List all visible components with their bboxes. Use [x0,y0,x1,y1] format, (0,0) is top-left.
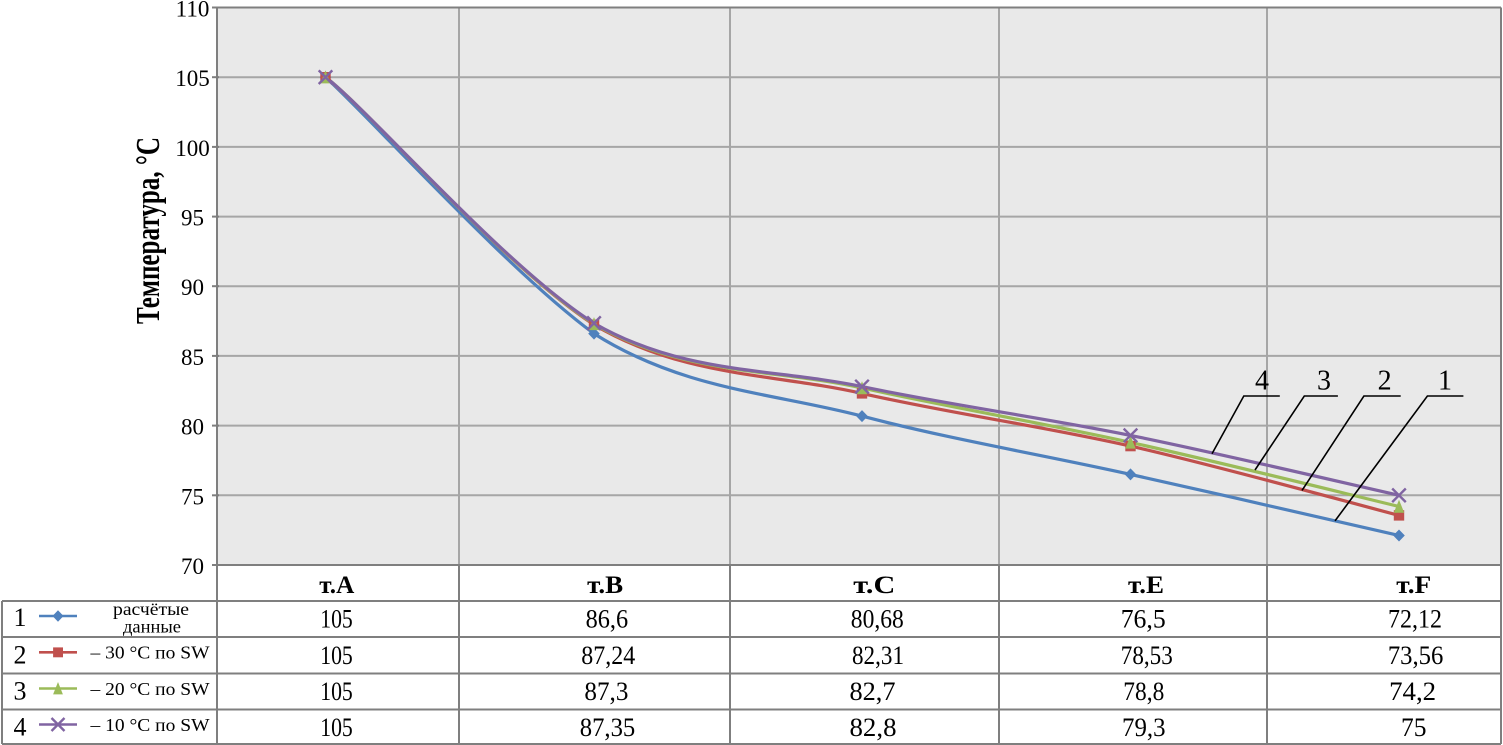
svg-text:82,8: 82,8 [850,713,897,742]
svg-text:85: 85 [181,345,204,370]
svg-text:данные: данные [123,616,181,636]
svg-text:79,3: 79,3 [1122,713,1166,742]
svg-text:– 20 °C по SW: – 20 °C по SW [89,679,209,699]
svg-text:75: 75 [1401,713,1427,742]
svg-text:1: 1 [1438,366,1452,397]
svg-text:78,8: 78,8 [1123,677,1164,706]
svg-text:74,2: 74,2 [1389,677,1436,706]
svg-text:82,31: 82,31 [852,641,904,670]
svg-text:87,35: 87,35 [580,713,636,742]
svg-text:– 10 °C по SW: – 10 °C по SW [89,715,209,735]
svg-text:105: 105 [320,677,353,706]
svg-text:100: 100 [175,136,210,161]
svg-text:т.В: т.В [587,572,623,599]
svg-text:78,53: 78,53 [1121,641,1173,670]
svg-text:т.С: т.С [853,572,895,599]
svg-text:76,5: 76,5 [1121,605,1166,634]
svg-text:3: 3 [14,677,27,706]
svg-text:105: 105 [320,605,353,634]
svg-text:105: 105 [320,713,353,742]
svg-text:1: 1 [14,603,27,632]
svg-text:80: 80 [181,415,204,440]
svg-text:73,56: 73,56 [1388,641,1444,670]
svg-text:95: 95 [181,206,204,231]
svg-text:110: 110 [176,0,210,22]
svg-text:4: 4 [1255,366,1269,397]
svg-text:– 30 °C по SW: – 30 °C по SW [89,643,209,663]
svg-text:75: 75 [181,484,204,509]
svg-text:т.Е: т.Е [1128,572,1164,599]
svg-text:105: 105 [320,641,353,670]
svg-text:105: 105 [175,66,210,91]
svg-text:87,3: 87,3 [584,677,628,706]
svg-text:70: 70 [181,554,204,579]
svg-text:90: 90 [181,275,204,300]
svg-text:расчётые: расчётые [113,599,189,619]
svg-text:80,68: 80,68 [851,605,904,634]
svg-text:Температура, °C: Температура, °C [130,137,167,324]
svg-text:2: 2 [14,641,27,670]
svg-text:87,24: 87,24 [581,641,635,670]
svg-text:4: 4 [14,713,27,742]
svg-text:86,6: 86,6 [586,605,629,634]
svg-text:т.F: т.F [1396,572,1431,599]
svg-text:72,12: 72,12 [1388,605,1442,634]
svg-text:3: 3 [1317,366,1331,397]
svg-text:2: 2 [1378,366,1392,397]
svg-text:т.А: т.А [319,572,354,599]
svg-text:82,7: 82,7 [850,677,896,706]
